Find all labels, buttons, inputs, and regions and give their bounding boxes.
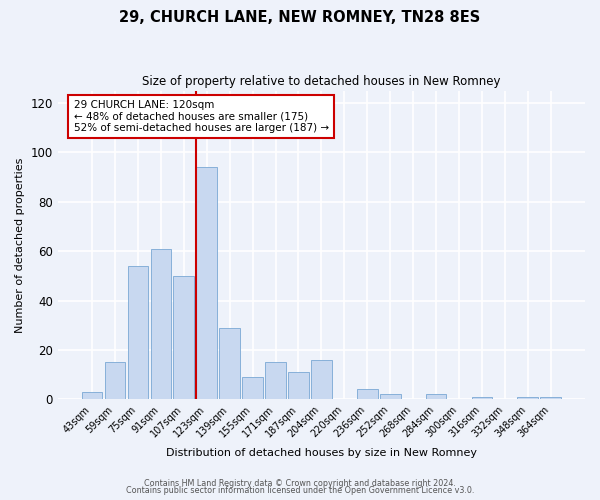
Bar bbox=[82, 392, 103, 400]
Bar bbox=[104, 362, 125, 400]
Text: 29, CHURCH LANE, NEW ROMNEY, TN28 8ES: 29, CHURCH LANE, NEW ROMNEY, TN28 8ES bbox=[119, 10, 481, 25]
Bar bbox=[517, 397, 538, 400]
Bar bbox=[173, 276, 194, 400]
Bar bbox=[151, 248, 171, 400]
X-axis label: Distribution of detached houses by size in New Romney: Distribution of detached houses by size … bbox=[166, 448, 477, 458]
Title: Size of property relative to detached houses in New Romney: Size of property relative to detached ho… bbox=[142, 75, 500, 88]
Text: Contains HM Land Registry data © Crown copyright and database right 2024.: Contains HM Land Registry data © Crown c… bbox=[144, 478, 456, 488]
Text: Contains public sector information licensed under the Open Government Licence v3: Contains public sector information licen… bbox=[126, 486, 474, 495]
Bar bbox=[128, 266, 148, 400]
Bar bbox=[265, 362, 286, 400]
Bar bbox=[242, 377, 263, 400]
Y-axis label: Number of detached properties: Number of detached properties bbox=[15, 157, 25, 332]
Bar bbox=[311, 360, 332, 400]
Bar bbox=[288, 372, 309, 400]
Bar bbox=[541, 397, 561, 400]
Bar bbox=[196, 167, 217, 400]
Bar bbox=[220, 328, 240, 400]
Bar bbox=[472, 397, 492, 400]
Bar bbox=[380, 394, 401, 400]
Text: 29 CHURCH LANE: 120sqm
← 48% of detached houses are smaller (175)
52% of semi-de: 29 CHURCH LANE: 120sqm ← 48% of detached… bbox=[74, 100, 329, 133]
Bar bbox=[357, 390, 377, 400]
Bar bbox=[426, 394, 446, 400]
